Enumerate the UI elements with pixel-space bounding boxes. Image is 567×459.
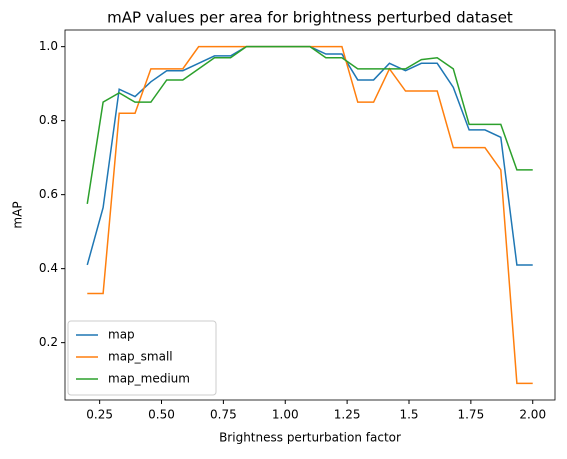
chart-title: mAP values per area for brightness pertu… — [107, 9, 513, 27]
y-tick-label: 1.0 — [39, 39, 58, 53]
x-tick-label: 0.50 — [148, 408, 175, 422]
x-tick-label: 0.75 — [210, 408, 237, 422]
plot-frame — [64, 29, 556, 401]
x-axis-label: Brightness perturbation factor — [219, 431, 401, 445]
y-axis-label: mAP — [11, 201, 25, 228]
x-tick-label: 1.00 — [272, 408, 299, 422]
legend-label: map_medium — [108, 372, 190, 386]
legend-label: map_small — [108, 350, 173, 364]
legend: map map_small map_medium — [67, 320, 217, 396]
line — [86, 45, 533, 266]
legend-label: map — [108, 328, 135, 342]
x-tick-label: 2.00 — [519, 408, 546, 422]
y-tick-label: 0.4 — [39, 261, 58, 275]
y-tick-label: 0.2 — [39, 335, 58, 349]
x-tick-label: 1.5 — [399, 408, 418, 422]
legend-box — [67, 320, 217, 396]
x-tick-label: 1.75 — [457, 408, 484, 422]
line — [86, 45, 533, 205]
y-tick-label: 0.8 — [39, 113, 58, 127]
x-tick-label: 1.25 — [334, 408, 361, 422]
x-tick-label: 0.25 — [86, 408, 113, 422]
y-tick-label: 0.6 — [39, 187, 58, 201]
